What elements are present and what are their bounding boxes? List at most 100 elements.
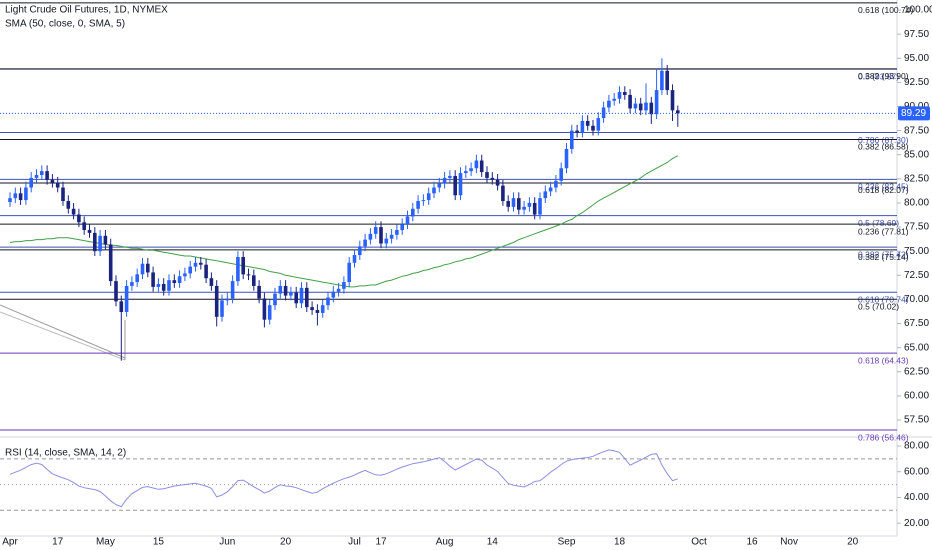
candle-body: [93, 232, 97, 252]
candle-body: [501, 185, 505, 202]
candle-body: [368, 233, 373, 240]
candle-body: [124, 285, 129, 312]
candle-body: [71, 208, 76, 215]
x-tick-label: 15: [153, 537, 165, 548]
candle-body: [278, 285, 283, 294]
y-tick-label: 70.00: [904, 294, 929, 305]
candle-body: [607, 100, 611, 108]
candle-body: [140, 263, 145, 275]
candle-body: [156, 284, 161, 287]
candle-body: [596, 118, 601, 131]
candle-body: [495, 179, 500, 186]
candle-body: [193, 262, 198, 267]
y-tick-label: 67.50: [904, 318, 929, 329]
candle-body: [564, 148, 569, 169]
sma-label: SMA (50, close, 0, SMA, 5): [5, 19, 125, 30]
candle-body: [638, 103, 643, 111]
candle-body: [543, 191, 548, 199]
candle-body: [257, 285, 261, 299]
candle-body: [289, 292, 293, 296]
candle-body: [522, 206, 526, 210]
y-tick-label: 62.50: [904, 366, 929, 377]
candle-body: [649, 102, 654, 115]
x-tick-label: 20: [280, 537, 292, 548]
candle-body: [405, 216, 410, 225]
candle-body: [426, 193, 431, 201]
candle-body: [342, 282, 346, 289]
candle-body: [601, 107, 606, 119]
candle-body: [151, 272, 155, 287]
candle-body: [299, 287, 304, 304]
candle-body: [199, 262, 203, 265]
y-tick-label: 87.50: [904, 125, 929, 136]
candle-body: [8, 198, 12, 203]
candle-body: [511, 198, 516, 207]
candle-body: [628, 94, 632, 109]
x-tick-label: 14: [487, 537, 499, 548]
candle-body: [411, 208, 415, 217]
candle-body: [670, 90, 675, 111]
candle-body: [554, 180, 558, 188]
fib-level-label: 0.786 (56.46): [858, 432, 909, 442]
x-tick-label: Aug: [436, 537, 454, 548]
candle-body: [347, 262, 351, 283]
candle-body: [204, 264, 208, 279]
last-price-label: 89.29: [901, 108, 926, 119]
y-tick-label: 60.00: [904, 391, 929, 402]
candle-body: [453, 175, 457, 196]
candle-body: [479, 160, 484, 173]
candle-body: [283, 285, 288, 296]
fib-level-label: 0.618 (64.43): [858, 355, 909, 365]
candle-body: [395, 229, 399, 235]
candle-body: [654, 90, 659, 115]
candle-body: [310, 307, 314, 311]
y-tick-label: 77.50: [904, 222, 929, 233]
candle-body: [575, 130, 579, 133]
candle-body: [220, 300, 224, 317]
candle-body: [29, 177, 33, 188]
candle-body: [225, 298, 230, 301]
candle-body: [50, 179, 55, 183]
candle-body: [119, 301, 124, 312]
candle-body: [87, 229, 92, 233]
x-tick-label: May: [96, 537, 115, 548]
y-tick-label: 82.50: [904, 173, 929, 184]
candle-body: [236, 256, 240, 282]
candle-body: [384, 238, 389, 244]
candle-body: [506, 201, 510, 207]
candle-body: [45, 171, 49, 180]
candle-body: [267, 305, 272, 320]
candle-body: [172, 280, 177, 284]
candle-body: [24, 187, 28, 201]
candle-body: [262, 298, 267, 320]
fib-level-label: 0.382 (75.42): [858, 249, 909, 259]
candle-body: [458, 173, 463, 196]
candle-body: [363, 239, 367, 247]
y-tick-label: 75.00: [904, 246, 929, 257]
candle-body: [183, 273, 187, 277]
candle-body: [82, 222, 86, 230]
x-tick-label: 17: [52, 537, 64, 548]
candle-body: [527, 202, 532, 207]
candle-body: [18, 193, 23, 201]
y-tick-label: 80.00: [904, 198, 929, 209]
candle-body: [66, 201, 71, 209]
trend-line: [0, 311, 126, 361]
candle-body: [188, 266, 192, 274]
candle-body: [135, 274, 139, 283]
trend-line: [0, 304, 126, 359]
candle-body: [400, 224, 404, 230]
candle-body: [432, 187, 436, 194]
y-tick-label: 97.50: [904, 29, 929, 40]
candle-body: [230, 281, 235, 299]
fib-level-label: 0.236 (77.81): [858, 226, 909, 236]
candle-body: [177, 276, 182, 284]
x-tick-label: Sep: [558, 537, 576, 548]
x-tick-label: Jun: [219, 537, 235, 548]
candle-body: [246, 274, 251, 276]
fib-level-label: 0.382 (86.58): [858, 142, 909, 152]
candle-body: [336, 288, 341, 292]
candle-body: [146, 263, 150, 273]
candle-body: [532, 202, 537, 215]
fib-level-label: 0.5 (93.87): [858, 71, 899, 81]
